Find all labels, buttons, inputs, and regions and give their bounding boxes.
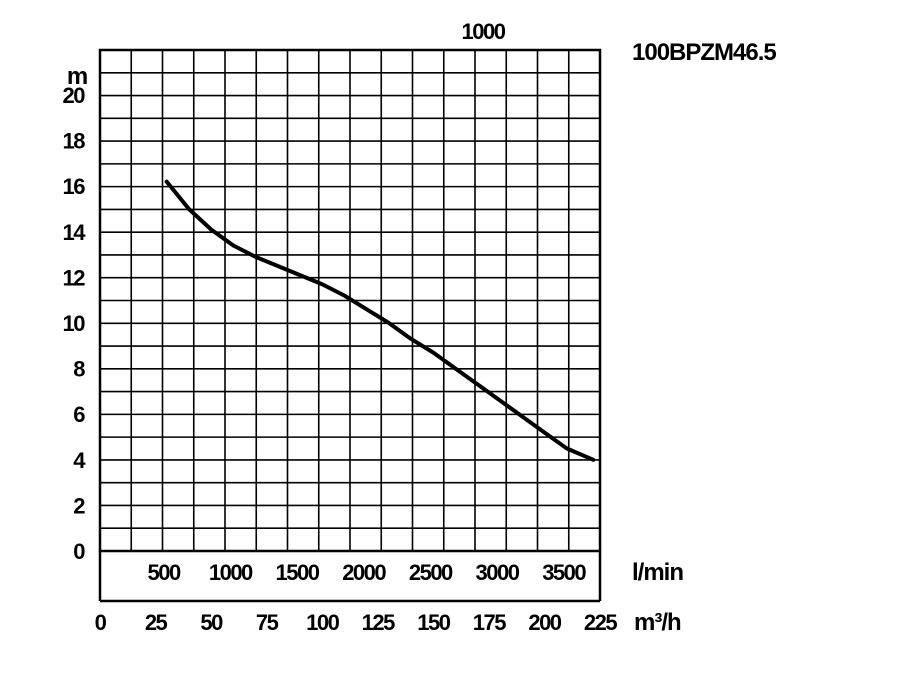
x-tick-label: 0 — [95, 610, 107, 635]
y-tick-label: 16 — [63, 174, 86, 199]
performance-curve — [164, 179, 596, 462]
y-tick-label: 6 — [73, 402, 85, 427]
x-tick-label: 100 — [306, 610, 339, 635]
x-tick-label: 175 — [473, 610, 506, 635]
x2-tick-label: 2500 — [409, 560, 453, 585]
x2-tick-label: 3000 — [476, 560, 520, 585]
x-axis-ticks: 0 25 50 75 100 125 150 175 200 225 — [95, 610, 619, 635]
x-tick-label: 225 — [584, 610, 617, 635]
x2-axis-ticks: 500 1000 1500 2000 2500 3000 3500 — [148, 560, 588, 585]
x2-axis-unit: l/min — [632, 559, 683, 586]
x-tick-label: 50 — [200, 610, 223, 635]
y-tick-label: 2 — [73, 493, 85, 518]
y-tick-label: 0 — [73, 539, 85, 564]
x-tick-label: 75 — [256, 610, 279, 635]
x-tick-label: 125 — [362, 610, 395, 635]
plot-border — [98, 48, 602, 553]
chart-frame — [98, 48, 602, 603]
x2-tick-label: 2000 — [342, 560, 386, 585]
y-tick-label: 10 — [63, 311, 86, 336]
y-tick-label: 14 — [63, 220, 87, 245]
x-tick-label: 150 — [417, 610, 450, 635]
x-axis-unit: m³/h — [634, 609, 681, 636]
y-tick-label: 12 — [63, 265, 86, 290]
x2-tick-label: 500 — [148, 560, 181, 585]
top-label: 1000 — [462, 19, 506, 44]
x2-tick-label: 1000 — [209, 560, 253, 585]
y-tick-label: 8 — [73, 357, 85, 382]
x-tick-label: 25 — [145, 610, 168, 635]
y-tick-label: 18 — [63, 129, 86, 154]
curve-line — [164, 179, 596, 462]
y-axis-ticks: 0 2 4 6 8 10 12 14 16 18 20 — [63, 83, 88, 564]
x2-tick-label: 1500 — [276, 560, 320, 585]
x-tick-label: 200 — [528, 610, 561, 635]
y-axis-label: m — [67, 63, 87, 90]
chart-grid — [100, 50, 600, 551]
x2-tick-label: 3500 — [542, 560, 586, 585]
y-tick-label: 20 — [63, 83, 86, 108]
y-tick-label: 4 — [73, 448, 86, 473]
chart-title: 100BPZM46.5 — [632, 39, 776, 66]
